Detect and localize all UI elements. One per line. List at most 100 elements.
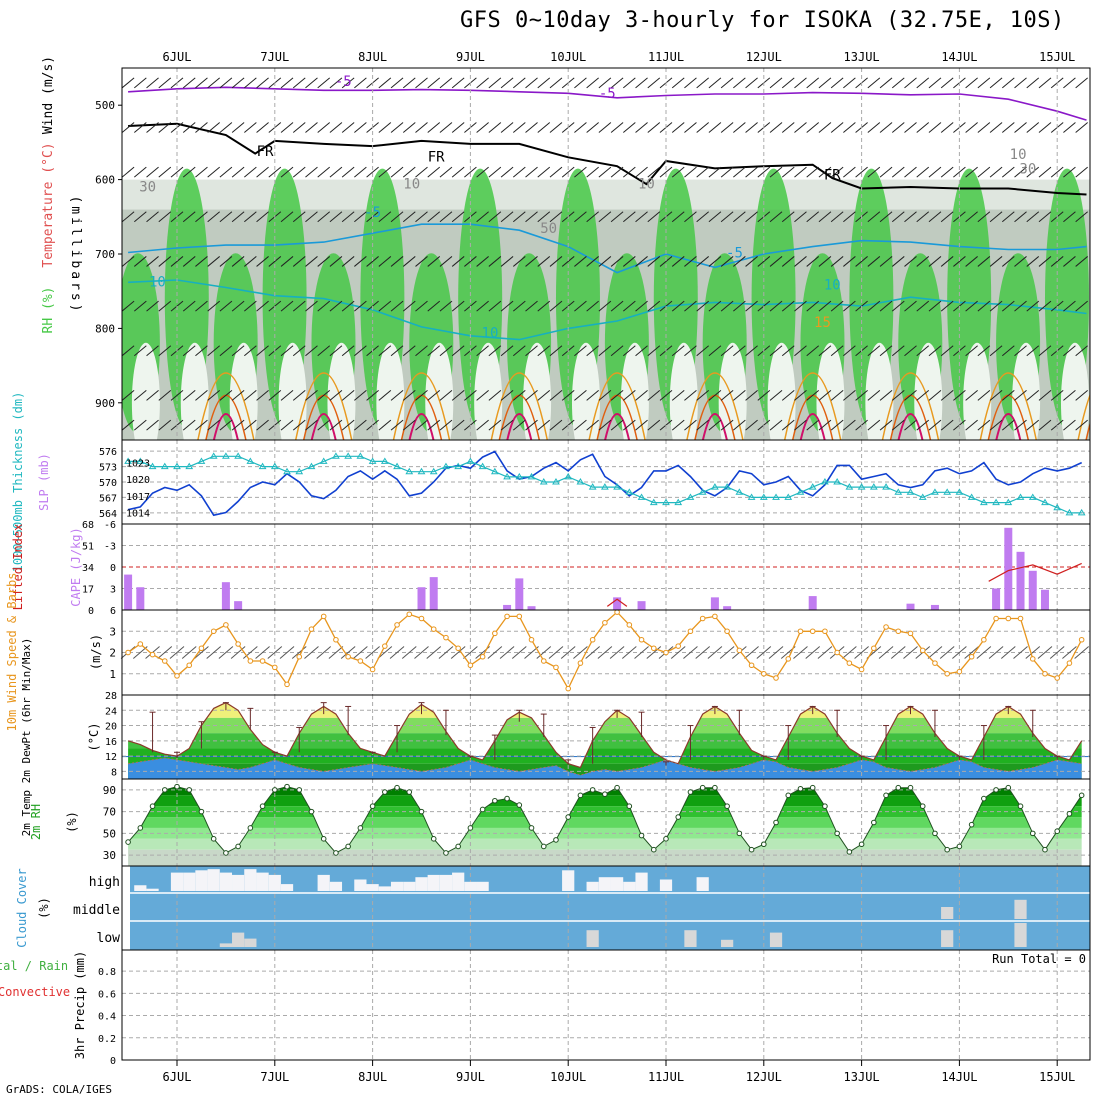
wind-barb (696, 122, 709, 133)
rh-marker (418, 808, 425, 815)
wind-barb (647, 122, 661, 133)
wind-barb (268, 256, 282, 267)
wind-barb-10m (353, 646, 368, 659)
wind-barb (1026, 211, 1040, 223)
wind-barb (134, 211, 147, 223)
wind-barb (659, 166, 673, 178)
rh-marker (1066, 811, 1073, 817)
temperature-contour-15 (783, 372, 842, 440)
wind-speed-marker (1029, 656, 1036, 662)
wind-barb (635, 345, 648, 357)
thickness-tick-label: 573 (99, 463, 117, 474)
wind-speed-marker (308, 626, 315, 632)
wind-barb (207, 419, 220, 431)
wind-barb (488, 419, 502, 431)
wind-barb (769, 211, 783, 223)
pressure-tick-label: 900 (95, 397, 115, 410)
wind-barb-10m (573, 646, 588, 659)
cape-tick-label: 68 (82, 520, 94, 531)
contour-label: 30 (139, 180, 156, 196)
wind-barb (916, 389, 930, 401)
wind-speed-marker (858, 666, 865, 673)
wind-barb (1038, 345, 1052, 357)
wind-barb (671, 300, 685, 312)
rh-dry-core (523, 342, 552, 440)
wind-barb (843, 419, 856, 431)
wind-speed-marker (137, 641, 144, 647)
rh-tick-label: 50 (103, 827, 116, 840)
wind-barb (195, 77, 208, 89)
wind-barb (549, 122, 563, 133)
wind-barb (134, 166, 147, 178)
wind-barb-10m (707, 646, 723, 659)
wind-speed-marker (650, 645, 657, 652)
wind-barb (500, 389, 514, 401)
cloud-bar-high (610, 877, 624, 891)
wind-barb (598, 345, 612, 357)
thickness-marker (906, 488, 915, 495)
rh-marker (430, 836, 437, 842)
wind-barb (1026, 419, 1040, 431)
wind-barb (794, 419, 807, 431)
wind-barb (549, 345, 563, 357)
thickness-marker (1041, 498, 1049, 506)
wind-barb-10m (340, 646, 356, 659)
wind-barb (146, 211, 159, 223)
thickness-marker (1053, 503, 1062, 511)
wind-barb (256, 419, 269, 431)
wind-barb (928, 389, 942, 401)
wind-barb (427, 256, 441, 267)
wind-barb (317, 345, 331, 357)
wind-barb (647, 389, 661, 401)
rh-marker (736, 830, 743, 837)
rh-marker (944, 846, 950, 853)
wind-barb (439, 345, 453, 357)
wind-barb (512, 389, 526, 401)
cape-bar (637, 601, 646, 610)
cloud-bar-high (659, 879, 673, 891)
wind-barb (182, 300, 196, 312)
wind-speed-marker (492, 630, 498, 637)
wind-barb (500, 166, 514, 178)
rh-marker (565, 814, 572, 820)
temperature-contour-15 (197, 372, 255, 440)
rh-band (128, 795, 1082, 807)
wind-barb (635, 419, 648, 431)
lifted-index-axis-label: Lifted Index (11, 524, 25, 611)
lifted-index-tick-label: 0 (110, 563, 116, 574)
wind-barb (623, 77, 636, 89)
cape-bar (992, 588, 1001, 610)
precip-axis-label: 3hr Precip (mm) (73, 951, 87, 1059)
wind-barb (476, 256, 489, 267)
wind-barb-10m (206, 646, 222, 659)
axes-layer (118, 67, 1091, 1066)
wind-barb (219, 256, 233, 267)
cloud-bar-high (268, 874, 281, 891)
wind-barb (182, 419, 196, 431)
wind-barb (317, 77, 331, 89)
data-layer (120, 450, 1089, 947)
temperature-contour-25 (310, 413, 337, 440)
wind-barb (476, 419, 489, 431)
cloud-bar-high (415, 877, 428, 891)
wind-barb (244, 300, 257, 312)
wind-barb (512, 122, 526, 133)
wind-barb (317, 389, 331, 401)
thickness-marker (784, 493, 793, 500)
rh-marker (161, 787, 168, 793)
wind-barb (781, 345, 795, 357)
rh-marker (272, 787, 278, 793)
wind-barb (366, 166, 379, 178)
wind-speed-marker (1066, 660, 1073, 666)
top-date-tick-label: 13JUL (844, 50, 880, 64)
wind-barb-10m (291, 646, 307, 659)
wind-barb (219, 166, 233, 178)
wind-barb (806, 389, 820, 401)
thickness-marker (283, 467, 291, 475)
wind-barb-10m (243, 646, 258, 659)
thickness-marker (539, 478, 548, 485)
rh-marker (577, 792, 584, 799)
precip-label-convective: Convective (0, 985, 70, 999)
temp-tick-label: 8 (111, 767, 117, 778)
wind-barb (464, 166, 477, 178)
